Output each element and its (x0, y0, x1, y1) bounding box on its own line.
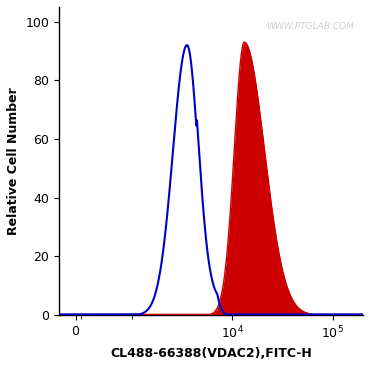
Text: WWW.PTGLAB.COM: WWW.PTGLAB.COM (266, 22, 354, 31)
X-axis label: CL488-66388(VDAC2),FITC-H: CL488-66388(VDAC2),FITC-H (110, 347, 312, 360)
Y-axis label: Relative Cell Number: Relative Cell Number (7, 87, 20, 235)
